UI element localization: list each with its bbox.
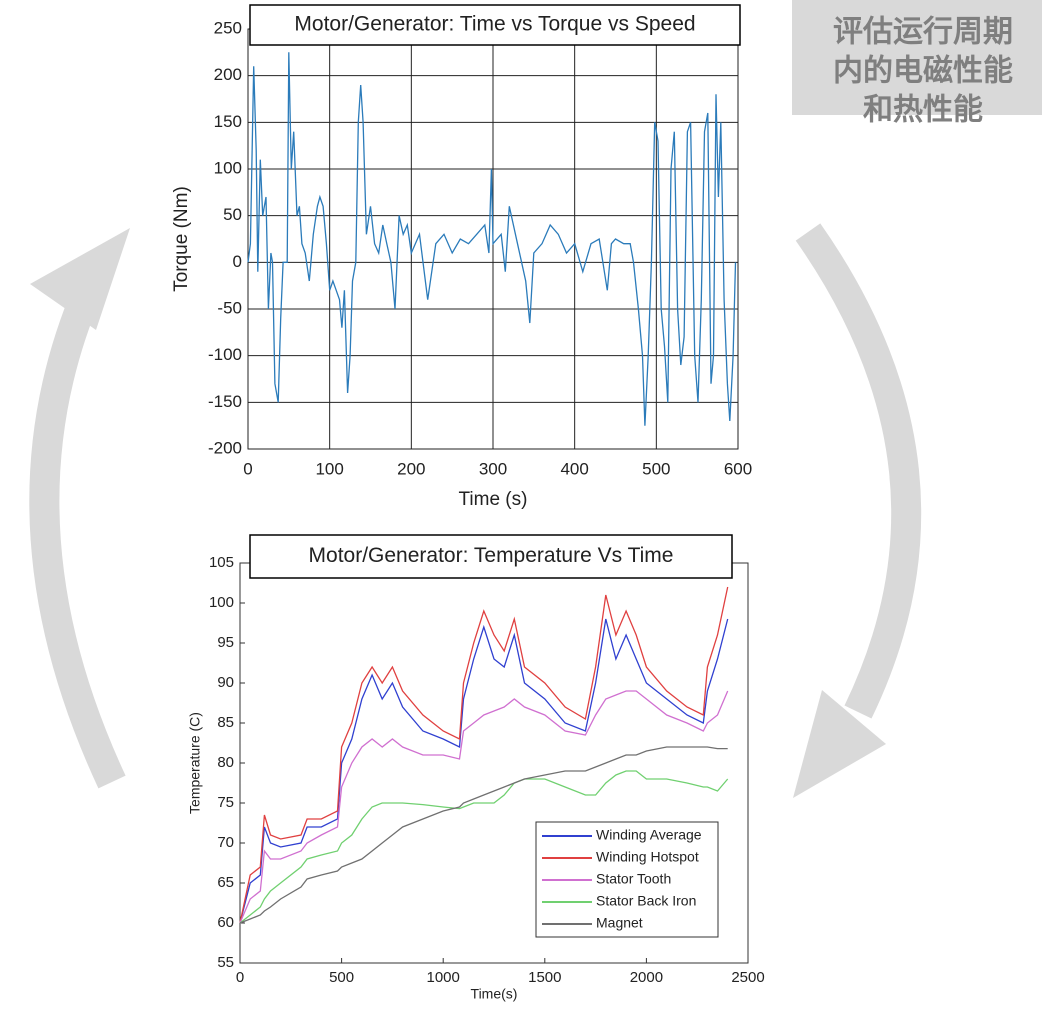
series-line	[239, 770, 729, 924]
y-tick-label: 80	[217, 754, 234, 771]
callout-line: 内的电磁性能	[833, 54, 1013, 89]
series-line	[239, 746, 728, 924]
callout-line: 评估运行周期	[833, 15, 1013, 50]
y-tick-label: -200	[208, 438, 242, 457]
arrow-right-head	[793, 690, 886, 798]
cycle-arrows	[29, 223, 922, 798]
series-line	[247, 52, 737, 426]
arrow-left-head	[30, 228, 130, 330]
x-tick-label: 1000	[427, 969, 460, 986]
legend-label: Stator Tooth	[596, 871, 671, 887]
legend-label: Stator Back Iron	[596, 893, 696, 909]
y-tick-label: 50	[223, 205, 242, 224]
y-tick-label: 0	[233, 252, 242, 271]
y-axis-label: Torque (Nm)	[171, 186, 192, 292]
y-tick-label: 90	[217, 674, 234, 691]
y-tick-label: -100	[208, 345, 242, 364]
series-line	[239, 690, 729, 924]
y-tick-label: -150	[208, 392, 242, 411]
x-tick-label: 200	[397, 459, 425, 478]
arrow-right	[795, 223, 922, 719]
y-tick-label: 95	[217, 634, 234, 651]
x-tick-label: 300	[479, 459, 507, 478]
x-tick-label: 100	[315, 459, 343, 478]
x-axis-label: Time (s)	[459, 489, 528, 510]
y-tick-label: -50	[217, 298, 242, 317]
y-tick-label: 100	[209, 594, 234, 611]
x-tick-label: 2000	[630, 969, 663, 986]
x-tick-label: 500	[329, 969, 354, 986]
title-box	[249, 4, 741, 46]
y-tick-label: 200	[214, 65, 242, 84]
x-tick-label: 1500	[528, 969, 561, 986]
legend-label: Winding Hotspot	[596, 849, 699, 865]
x-tick-label: 500	[642, 459, 670, 478]
chart-title: Motor/Generator: Time vs Torque vs Speed	[294, 13, 695, 36]
title-box	[249, 534, 733, 579]
y-tick-label: 150	[214, 112, 242, 131]
y-tick-label: 60	[217, 914, 234, 931]
legend-label: Magnet	[596, 915, 643, 931]
y-tick-label: 55	[217, 954, 234, 971]
y-tick-label: 75	[217, 794, 234, 811]
callout-box	[792, 0, 1042, 115]
y-tick-label: 70	[217, 834, 234, 851]
x-axis-label: Time(s)	[471, 986, 518, 1002]
x-tick-label: 0	[243, 459, 252, 478]
x-tick-label: 400	[560, 459, 588, 478]
y-tick-label: 65	[217, 874, 234, 891]
y-tick-label: 105	[209, 554, 234, 571]
x-tick-label: 2500	[731, 969, 764, 986]
chart-title: Motor/Generator: Temperature Vs Time	[309, 544, 674, 567]
y-tick-label: 250	[214, 18, 242, 37]
legend-label: Winding Average	[596, 827, 702, 843]
y-tick-label: 85	[217, 714, 234, 731]
y-axis-label: Temperature (C)	[187, 712, 203, 814]
x-tick-label: 600	[724, 459, 752, 478]
y-tick-label: 100	[214, 158, 242, 177]
x-tick-label: 0	[236, 969, 244, 986]
arrow-left	[29, 284, 126, 789]
series-line	[239, 618, 729, 924]
series-line	[239, 586, 729, 924]
callout-line: 和热性能	[863, 93, 983, 128]
